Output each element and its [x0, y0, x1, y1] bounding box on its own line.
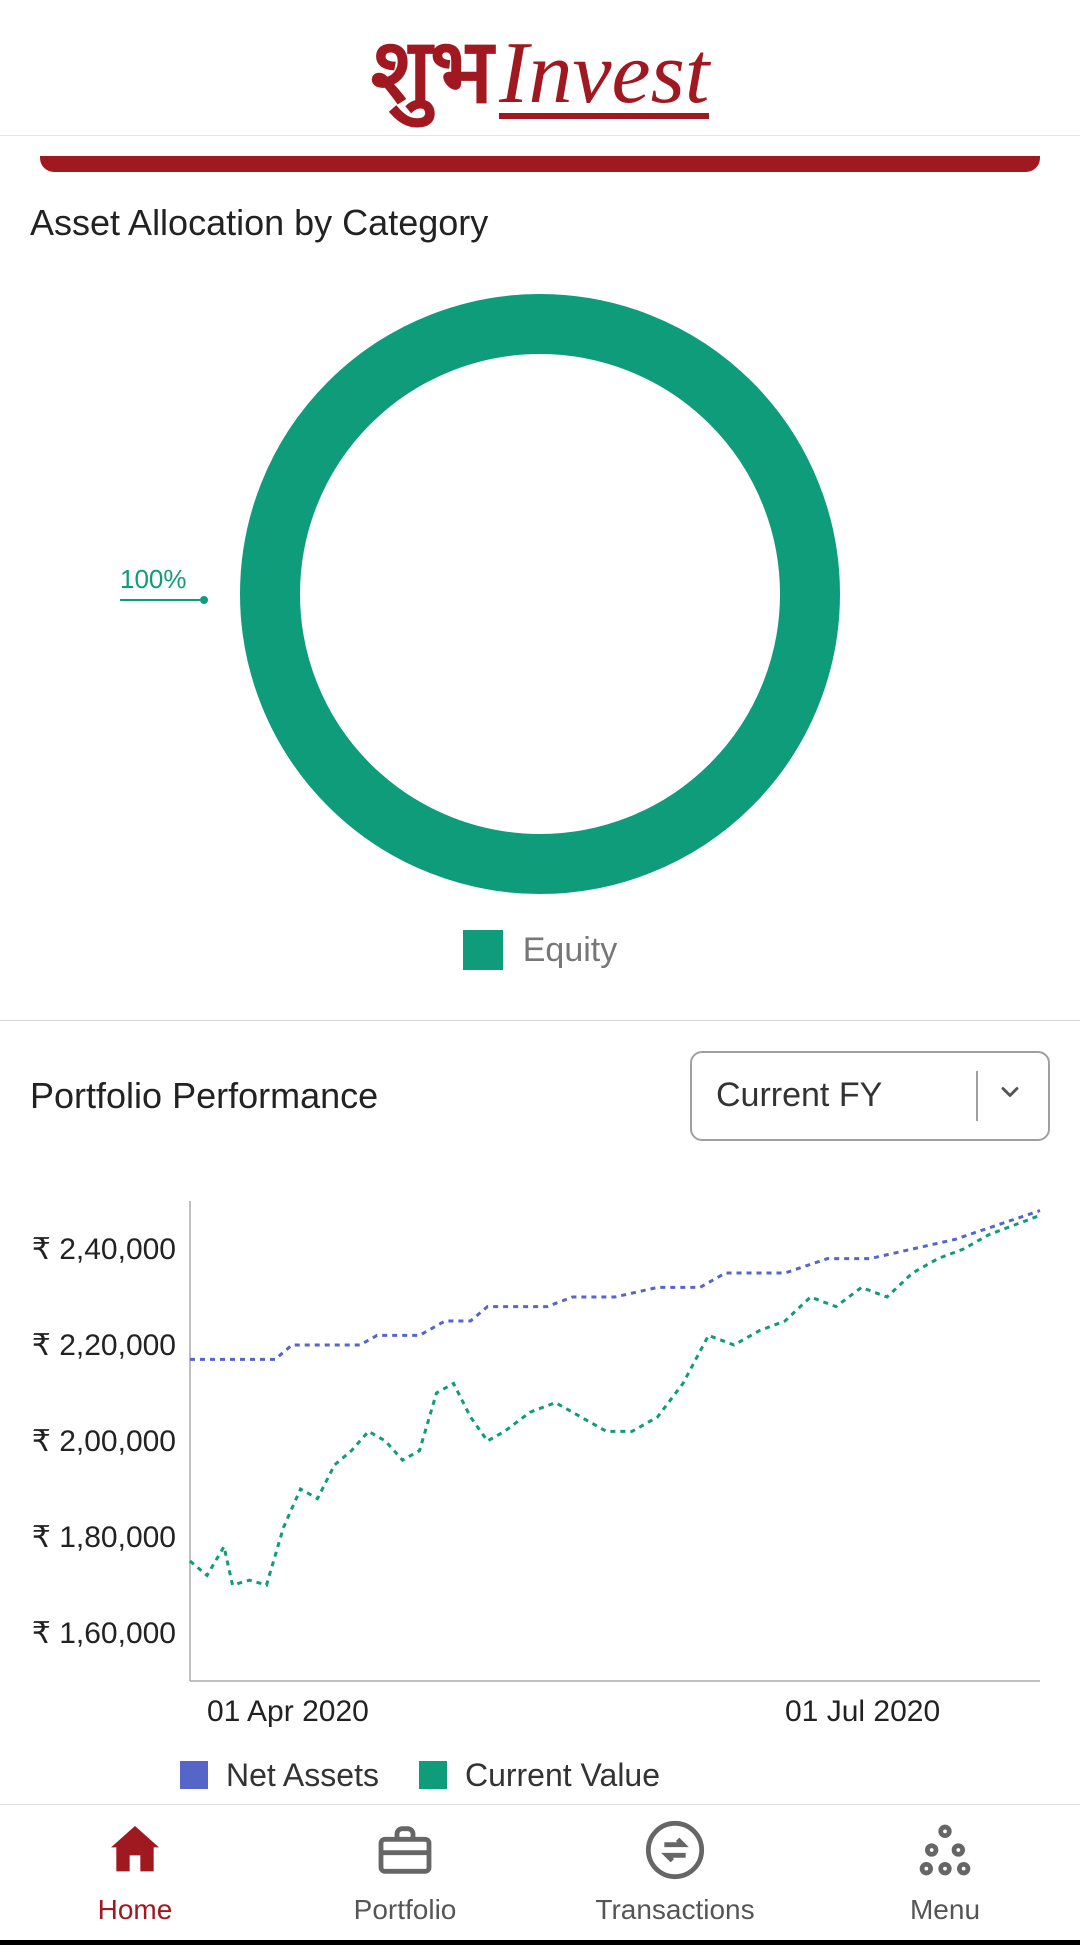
bottom-edge — [0, 1940, 1080, 1945]
chevron-down-icon — [996, 1078, 1024, 1113]
swap-icon — [643, 1818, 707, 1882]
svg-text:₹ 2,40,000: ₹ 2,40,000 — [32, 1233, 176, 1266]
svg-text:₹ 1,60,000: ₹ 1,60,000 — [32, 1617, 176, 1650]
brand-word: Invest — [499, 34, 709, 119]
donut-legend-label: Equity — [523, 931, 618, 970]
nav-menu[interactable]: Menu — [810, 1805, 1080, 1940]
performance-title: Portfolio Performance — [30, 1075, 378, 1117]
brand-logo: शुभ Invest — [371, 7, 710, 129]
brand-script: शुभ — [371, 7, 491, 129]
donut-container: 100% — [220, 274, 860, 914]
nav-home-label: Home — [98, 1894, 173, 1926]
legend-label-net-assets: Net Assets — [226, 1757, 379, 1794]
nav-transactions[interactable]: Transactions — [540, 1805, 810, 1940]
legend-swatch-current-value — [419, 1761, 447, 1789]
app-header: शुभ Invest — [0, 0, 1080, 136]
bottom-nav: Home Portfolio Transactions Menu — [0, 1804, 1080, 1940]
nav-home[interactable]: Home — [0, 1805, 270, 1940]
nav-portfolio[interactable]: Portfolio — [270, 1805, 540, 1940]
donut-wrap: 100% Equity — [30, 274, 1050, 970]
donut-chart — [220, 274, 860, 914]
legend-label-current-value: Current Value — [465, 1757, 660, 1794]
period-dropdown[interactable]: Current FY — [690, 1051, 1050, 1141]
briefcase-icon — [373, 1818, 437, 1882]
performance-line-chart: ₹ 1,60,000 ₹ 1,80,000 ₹ 2,00,000 ₹ 2,20,000… — [20, 1191, 1060, 1751]
svg-text:01 Apr 2020: 01 Apr 2020 — [207, 1695, 369, 1728]
period-dropdown-label: Current FY — [716, 1076, 958, 1115]
banner-bar-wrap — [0, 156, 1080, 172]
nav-portfolio-label: Portfolio — [354, 1894, 457, 1926]
svg-text:₹ 1,80,000: ₹ 1,80,000 — [32, 1521, 176, 1554]
performance-header: Portfolio Performance Current FY — [0, 1021, 1080, 1151]
donut-legend: Equity — [463, 930, 618, 970]
performance-legend: Net Assets Current Value — [20, 1757, 1060, 1794]
svg-text:₹ 2,20,000: ₹ 2,20,000 — [32, 1329, 176, 1362]
dropdown-separator — [976, 1071, 978, 1121]
svg-text:₹ 2,00,000: ₹ 2,00,000 — [32, 1425, 176, 1458]
banner-bar — [40, 156, 1040, 172]
performance-chart-wrap: ₹ 1,60,000 ₹ 1,80,000 ₹ 2,00,000 ₹ 2,20,000… — [0, 1151, 1080, 1804]
nav-menu-label: Menu — [910, 1894, 980, 1926]
asset-allocation-section: Asset Allocation by Category 100% Equity — [0, 172, 1080, 990]
donut-callout-label: 100% — [120, 564, 187, 595]
nav-transactions-label: Transactions — [595, 1894, 754, 1926]
asset-allocation-title: Asset Allocation by Category — [30, 202, 1050, 244]
donut-legend-swatch — [463, 930, 503, 970]
donut-callout-line — [120, 599, 200, 601]
legend-swatch-net-assets — [180, 1761, 208, 1789]
dots-icon — [913, 1818, 977, 1882]
home-icon — [103, 1818, 167, 1882]
svg-text:01 Jul 2020: 01 Jul 2020 — [785, 1695, 940, 1728]
donut-callout: 100% — [120, 564, 200, 601]
